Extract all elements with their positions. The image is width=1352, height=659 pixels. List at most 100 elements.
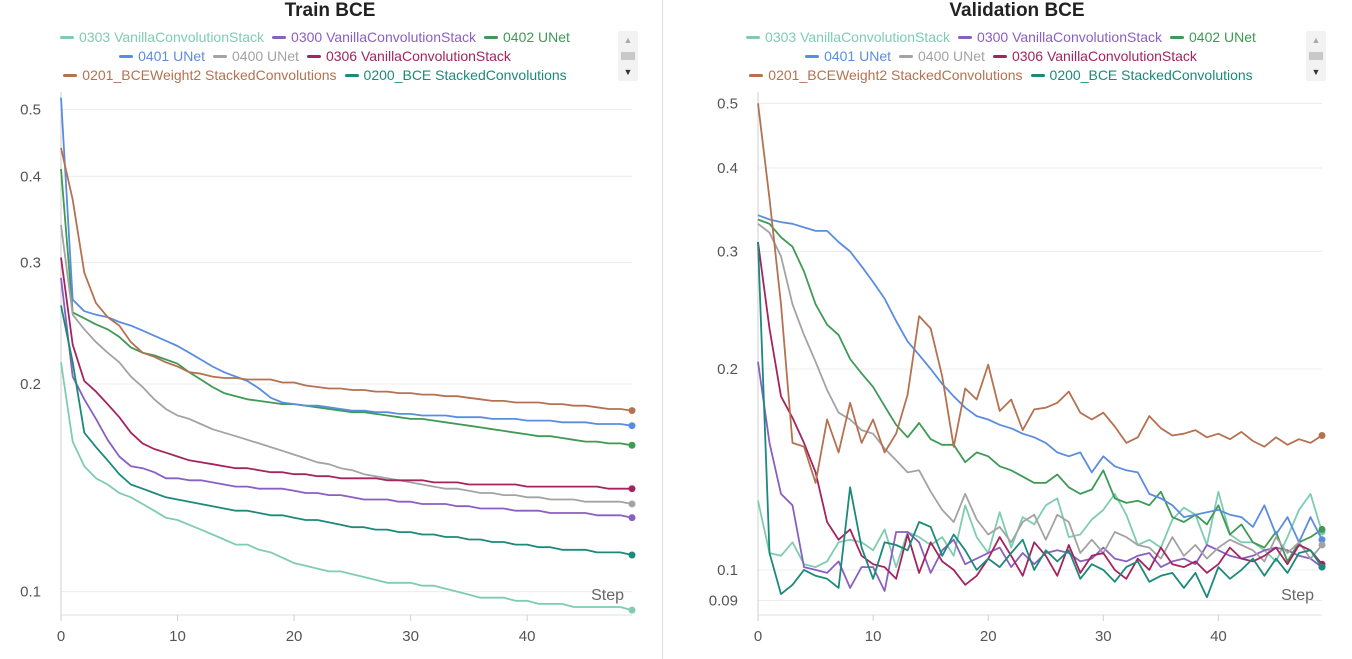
- series-end-point: [628, 514, 636, 522]
- train-bce-line-chart: 0.1 0.2 0.3 0.4 0.5 0 10 20 30 40 Step: [20, 92, 636, 645]
- series-end-point: [628, 485, 636, 493]
- legend-swatch: [306, 54, 321, 58]
- y-tick-label: 0.2: [717, 361, 738, 378]
- y-tick-label: 0.1: [717, 562, 738, 579]
- series-end-point: [628, 500, 636, 508]
- chart-title: Validation BCE: [949, 0, 1085, 21]
- x-axis-label: Step: [1281, 587, 1314, 604]
- legend-row: 0401 UNet 0400 UNet 0306 VanillaConvolutio…: [0, 47, 630, 66]
- legend-label: 0201_BCEWeight2 StackedConvolutions: [82, 67, 337, 83]
- scroll-down-icon[interactable]: ▼: [1311, 67, 1321, 77]
- series-line: [60, 305, 633, 556]
- x-axis-label: Step: [591, 587, 624, 604]
- legend-item[interactable]: 0303 VanillaConvolutionStack: [746, 28, 950, 47]
- legend-scrollbar[interactable]: ▲ ▼: [618, 31, 638, 81]
- legend-label: 0200_BCE StackedConvolutions: [363, 67, 567, 83]
- legend-item[interactable]: 0401 UNet: [805, 47, 891, 66]
- legend-row: 0201_BCEWeight2 StackedConvolutions 0200_…: [686, 66, 1316, 85]
- series-0400-unet: [60, 224, 636, 508]
- legend-item[interactable]: 0201_BCEWeight2 StackedConvolutions: [749, 66, 1023, 85]
- series-line: [757, 214, 1323, 544]
- series-end-point: [1318, 536, 1326, 544]
- series-end-point: [628, 606, 636, 614]
- scroll-thumb[interactable]: [621, 52, 635, 60]
- scroll-thumb[interactable]: [1309, 52, 1323, 60]
- series-line: [60, 277, 633, 519]
- legend-swatch: [746, 35, 761, 39]
- x-tick-label: 30: [1095, 628, 1112, 645]
- x-tick-label: 10: [169, 628, 186, 645]
- scroll-down-icon[interactable]: ▼: [623, 67, 633, 77]
- x-tick-label: 0: [57, 628, 65, 645]
- scroll-up-icon[interactable]: ▲: [1311, 35, 1321, 45]
- legend-label: 0201_BCEWeight2 StackedConvolutions: [768, 67, 1023, 83]
- series-0401-unet: [757, 214, 1326, 544]
- legend-label: 0300 VanillaConvolutionStack: [977, 29, 1163, 45]
- legend-item[interactable]: 0402 UNet: [484, 28, 570, 47]
- series-end-point: [1318, 525, 1326, 533]
- series-end-point: [628, 441, 636, 449]
- legend-swatch: [749, 73, 764, 77]
- legend-label: 0402 UNet: [503, 29, 570, 45]
- series-line: [757, 218, 1323, 563]
- legend-label: 0402 UNet: [1189, 29, 1256, 45]
- series-line: [60, 257, 632, 490]
- y-tick-label: 0.5: [20, 101, 41, 118]
- legend-item[interactable]: 0306 VanillaConvolutionStack: [306, 47, 511, 66]
- legend-label: 0200_BCE StackedConvolutions: [1049, 67, 1253, 83]
- series-0401-unet: [60, 97, 636, 430]
- y-tick-label: 0.4: [717, 160, 738, 177]
- legend-swatch: [60, 35, 75, 39]
- series-0402-unet: [60, 168, 636, 449]
- legend-item[interactable]: 0200_BCE StackedConvolutions: [1030, 66, 1253, 85]
- series-line: [60, 362, 633, 612]
- legend-item[interactable]: 0200_BCE StackedConvolutions: [344, 66, 567, 85]
- series-0201-bceweight2-stackedconvolutions: [757, 103, 1326, 484]
- legend-swatch: [992, 54, 1007, 58]
- x-tick-label: 20: [980, 628, 997, 645]
- legend-item[interactable]: 0303 VanillaConvolutionStack: [60, 28, 264, 47]
- legend-swatch: [63, 73, 78, 77]
- legend-row: 0201_BCEWeight2 StackedConvolutions 0200_…: [0, 66, 630, 85]
- legend-swatch: [899, 54, 913, 58]
- x-tick-label: 20: [286, 628, 303, 645]
- legend-label: 0401 UNet: [138, 48, 205, 64]
- series-line: [757, 223, 1323, 563]
- series-line: [60, 168, 633, 447]
- legend-row: 0303 VanillaConvolutionStack 0300 Vanilla…: [0, 28, 630, 47]
- series-line: [757, 241, 1323, 586]
- legend-swatch: [213, 54, 227, 58]
- legend-item[interactable]: 0201_BCEWeight2 StackedConvolutions: [63, 66, 337, 85]
- legend-swatch: [272, 35, 287, 39]
- legend-item[interactable]: 0402 UNet: [1170, 28, 1256, 47]
- legend-item[interactable]: 0306 VanillaConvolutionStack: [992, 47, 1197, 66]
- y-tick-label: 0.1: [20, 584, 41, 601]
- legend-swatch: [805, 54, 820, 58]
- legend-item[interactable]: 0401 UNet: [119, 47, 205, 66]
- legend-item[interactable]: 0400 UNet: [213, 47, 299, 66]
- chart-legend: 0303 VanillaConvolutionStack 0300 Vanilla…: [0, 28, 630, 85]
- train-bce-panel: Train BCE 0303 VanillaConvolutionStack 03…: [0, 0, 660, 659]
- validation-bce-panel: Validation BCE 0303 VanillaConvolutionSt…: [686, 0, 1352, 659]
- legend-label: 0303 VanillaConvolutionStack: [765, 29, 951, 45]
- y-tick-label: 0.09: [709, 592, 738, 609]
- legend-label: 0400 UNet: [232, 48, 299, 64]
- legend-row: 0303 VanillaConvolutionStack 0300 Vanilla…: [686, 28, 1316, 47]
- validation-bce-line-chart: 0.09 0.1 0.2 0.3 0.4 0.5 0 10 20 30 40 Step: [709, 92, 1326, 645]
- legend-item[interactable]: 0300 VanillaConvolutionStack: [958, 28, 1162, 47]
- series-0306-vanillaconvolutionstack: [60, 257, 636, 493]
- y-tick-label: 0.4: [20, 168, 41, 185]
- scroll-up-icon[interactable]: ▲: [623, 35, 633, 45]
- x-tick-label: 10: [865, 628, 882, 645]
- legend-scrollbar[interactable]: ▲ ▼: [1306, 31, 1326, 81]
- y-tick-label: 0.5: [717, 95, 738, 112]
- legend-swatch: [344, 73, 359, 77]
- legend-item[interactable]: 0300 VanillaConvolutionStack: [272, 28, 476, 47]
- series-0400-unet: [757, 223, 1326, 563]
- series-0300-vanillaconvolutionstack: [60, 277, 636, 522]
- series-0200-bce-stackedconvolutions: [60, 305, 636, 559]
- legend-item[interactable]: 0400 UNet: [899, 47, 985, 66]
- legend-swatch: [119, 54, 134, 58]
- series-end-point: [1318, 541, 1326, 549]
- gridlines: [61, 108, 632, 593]
